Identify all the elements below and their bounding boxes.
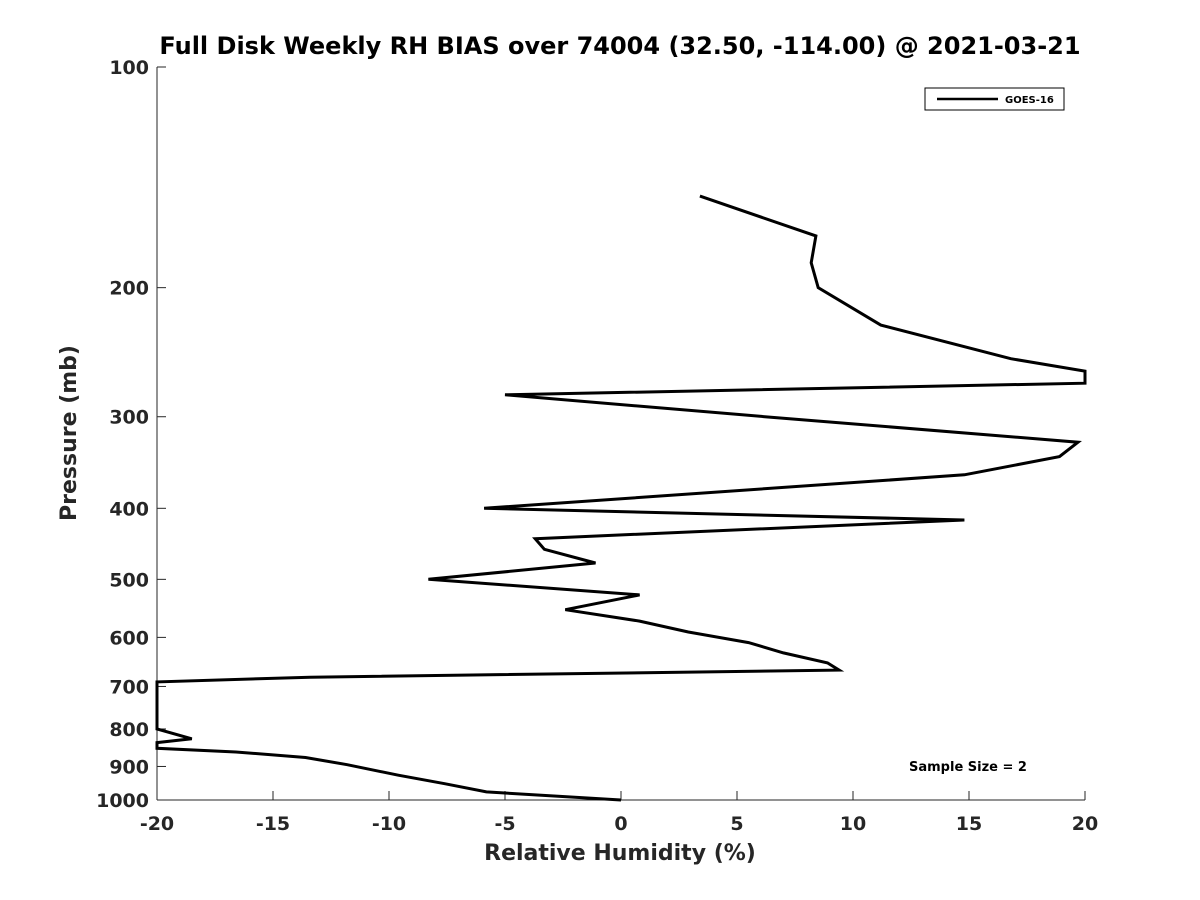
- y-tick-label: 100: [109, 57, 149, 79]
- y-tick-label: 1000: [96, 790, 149, 812]
- series-line-goes-16: [155, 194, 1087, 802]
- y-tick-label: 800: [109, 719, 149, 741]
- plot-area: -20 -15 -10 -5 0 5 10 15 20 100 200 300 400 500 600 700…: [96, 57, 1098, 835]
- y-tick-label: 600: [109, 627, 149, 649]
- x-tick-label: -5: [494, 813, 515, 835]
- y-tick-label: 200: [109, 278, 149, 300]
- x-tick-label: -10: [372, 813, 406, 835]
- x-tick-label: 0: [614, 813, 627, 835]
- legend: GOES-16: [924, 87, 1065, 111]
- y-tick-label: 500: [109, 569, 149, 591]
- x-axis-label: Relative Humidity (%): [484, 841, 756, 866]
- y-tick-label: 900: [109, 756, 149, 778]
- chart-title: Full Disk Weekly RH BIAS over 74004 (32.…: [159, 32, 1080, 60]
- x-tick-label: -15: [256, 813, 290, 835]
- y-tick-label: 300: [109, 407, 149, 429]
- x-tick-label: 15: [956, 813, 982, 835]
- y-axis-label: Pressure (mb): [57, 345, 82, 521]
- x-tick-label: -20: [140, 813, 174, 835]
- y-tick-label: 400: [109, 498, 149, 520]
- legend-label-goes16: GOES-16: [1005, 95, 1054, 106]
- x-tick-label: 10: [840, 813, 866, 835]
- x-tick-label: 5: [730, 813, 743, 835]
- sample-size-annotation: Sample Size = 2: [909, 760, 1027, 775]
- x-tick-label: 20: [1072, 813, 1098, 835]
- y-tick-label: 700: [109, 676, 149, 698]
